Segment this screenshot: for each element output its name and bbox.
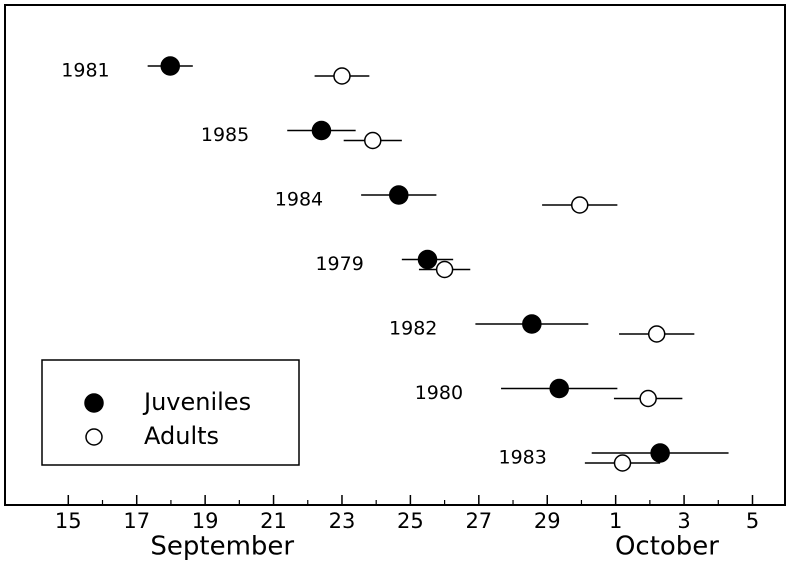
x-tick-label: 3 [677,509,690,533]
data-point [522,314,542,334]
x-tick-label: 1 [609,509,622,533]
x-axis-label: October [615,532,719,561]
year-label: 1979 [315,253,363,275]
data-point [549,378,569,399]
year-label: 1982 [389,318,437,340]
x-axis-label: September [150,532,294,561]
data-point [613,454,632,472]
data-point [160,56,180,76]
x-tick-label: 5 [746,509,759,533]
x-tick-label: 17 [123,509,150,533]
plot-frame [4,4,786,506]
data-point [639,389,657,408]
year-label: 1984 [275,189,323,211]
year-label: 1980 [415,382,463,404]
x-tick-label: 19 [192,509,219,533]
legend-marker [85,428,103,446]
x-tick-label: 23 [329,509,356,533]
legend-label: Juveniles [142,388,251,416]
data-point [650,443,670,463]
legend-box [41,359,300,466]
data-point [435,260,454,279]
year-label: 1981 [61,60,109,82]
data-point [389,185,409,205]
x-tick-label: 25 [397,509,424,533]
data-point [570,196,589,214]
legend-label: Adults [144,422,219,450]
data-point [647,325,666,343]
year-label: 1983 [499,447,547,469]
data-point [417,249,438,270]
data-point [364,131,382,150]
x-tick-label: 27 [465,509,492,533]
year-label: 1985 [201,124,249,146]
x-tick-label: 15 [55,509,82,533]
x-tick-label: 29 [534,509,561,533]
legend-marker [84,393,104,413]
x-tick-label: 21 [260,509,287,533]
data-point [333,67,351,85]
data-point [311,120,332,141]
